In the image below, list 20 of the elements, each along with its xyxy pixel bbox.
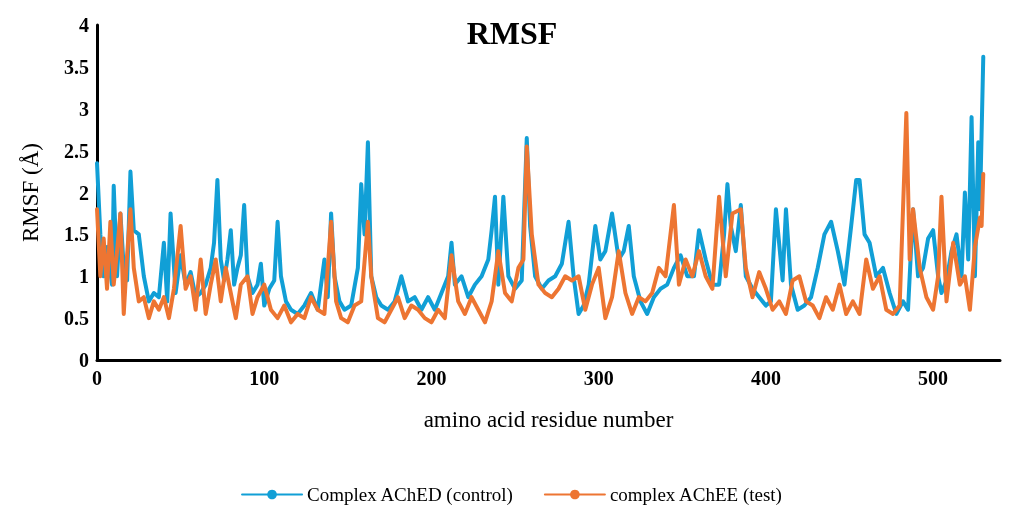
y-tick-label: 0	[79, 349, 89, 371]
x-tick-label: 400	[750, 367, 781, 389]
y-tick-label: 3.5	[64, 55, 89, 78]
y-tick-label: 0.5	[64, 307, 89, 330]
x-axis-title: amino acid residue number	[423, 407, 674, 432]
y-tick-label: 1	[79, 265, 89, 288]
y-tick-label: 4	[79, 14, 89, 36]
y-tick-label: 3	[79, 97, 89, 120]
line-series	[95, 110, 986, 325]
y-tick-label: 2.5	[64, 139, 89, 162]
y-axis-title: RMSF (Å)	[18, 142, 43, 243]
legend-label: complex AChEE (test)	[609, 484, 782, 506]
y-tick-label: 2	[79, 181, 89, 204]
chart-title: RMSF	[466, 15, 558, 51]
x-tick-label: 300	[583, 367, 614, 389]
y-tick-label: 1.5	[64, 223, 89, 246]
x-tick-label: 200	[416, 367, 447, 389]
legend-label: Complex AChED (control)	[307, 484, 513, 506]
x-tick-label: 100	[249, 367, 280, 389]
x-tick-label: 500	[918, 367, 949, 389]
